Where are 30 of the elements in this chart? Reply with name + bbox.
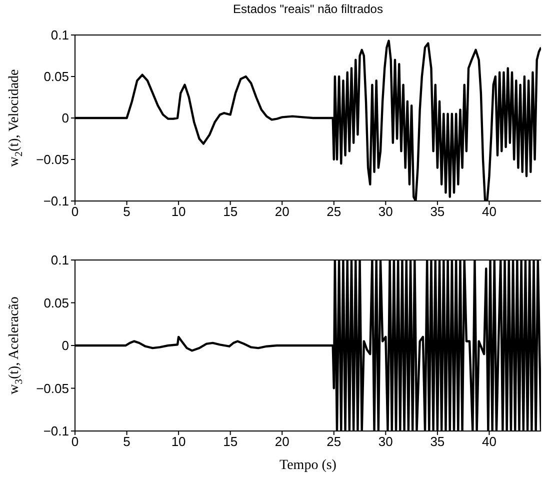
x-tick-label: 15 <box>223 434 238 450</box>
y-tick-label: −0.05 <box>36 380 69 396</box>
x-tick-label: 20 <box>274 204 290 220</box>
chart-title: Estados "reais" não filtrados <box>232 2 384 16</box>
x-tick-label: 25 <box>326 204 342 220</box>
y-tick-label: 0.05 <box>44 295 69 310</box>
x-tick-label: 35 <box>430 434 445 450</box>
x-tick-label: 15 <box>223 204 238 220</box>
x-tick-label: 35 <box>430 204 445 220</box>
x-tick-label: 20 <box>274 434 290 450</box>
x-tick-label: 10 <box>171 434 186 450</box>
x-tick-label: 10 <box>171 204 186 220</box>
y-tick-label: −0.05 <box>36 152 69 168</box>
y-tick-label: −0.1 <box>43 194 69 209</box>
x-tick-label: 30 <box>378 204 393 220</box>
y-tick-label: 0.05 <box>44 69 69 84</box>
y-tick-label: 0.1 <box>50 28 69 43</box>
x-axis-title: Tempo (s) <box>280 458 337 473</box>
x-tick-label: 30 <box>378 434 393 450</box>
y-tick-label: −0.1 <box>43 424 69 439</box>
x-tick-label: 25 <box>326 434 342 450</box>
y-tick-label: 0.1 <box>50 252 69 268</box>
x-tick-label: 40 <box>482 434 496 450</box>
x-tick-label: 0 <box>71 204 79 220</box>
y-tick-label: 0 <box>62 338 69 354</box>
y-tick-label: 0 <box>62 110 69 126</box>
x-tick-label: 5 <box>123 434 130 450</box>
x-tick-label: 5 <box>123 204 130 220</box>
x-tick-label: 40 <box>482 204 496 220</box>
x-tick-label: 0 <box>71 434 79 450</box>
